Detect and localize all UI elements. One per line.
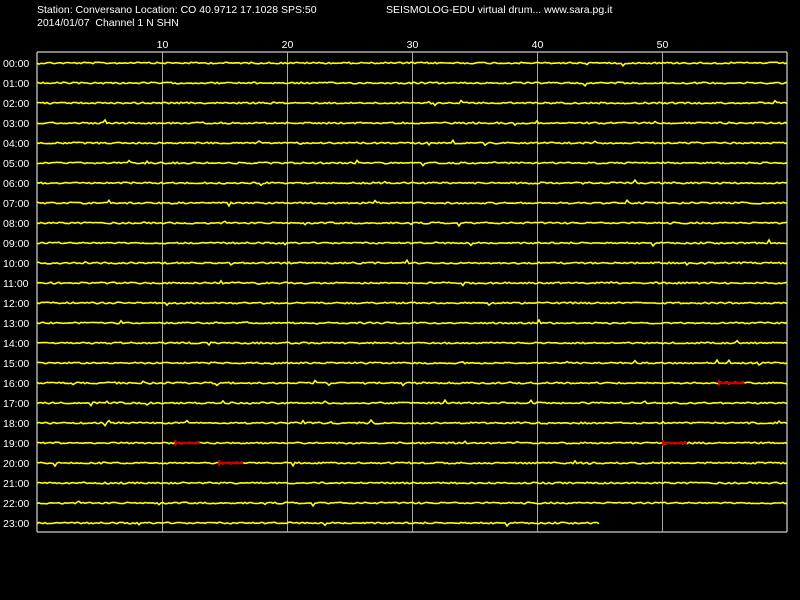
hour-label: 04:00	[3, 138, 29, 150]
hour-label: 20:00	[3, 458, 29, 470]
hour-label: 15:00	[3, 358, 29, 370]
hour-label: 17:00	[3, 398, 29, 410]
seismic-trace	[36, 301, 788, 307]
hour-label: 22:00	[3, 498, 29, 510]
seismic-trace	[36, 339, 788, 347]
seismic-trace	[36, 318, 788, 325]
hour-label: 05:00	[3, 158, 29, 170]
hour-label: 10:00	[3, 258, 29, 270]
seismic-trace	[36, 198, 788, 208]
seismic-trace	[36, 459, 788, 468]
seismic-trace	[36, 500, 788, 508]
date-channel-info: 2014/01/07 Channel 1 N SHN	[37, 17, 179, 29]
hour-label: 00:00	[3, 58, 29, 70]
seismic-trace	[36, 238, 788, 248]
seismic-trace	[36, 81, 788, 87]
seismic-trace	[36, 481, 788, 485]
hour-label: 02:00	[3, 98, 29, 110]
seismic-trace	[36, 521, 600, 528]
hour-label: 08:00	[3, 218, 29, 230]
minute-tick-label: 10	[157, 39, 169, 51]
hour-label: 13:00	[3, 318, 29, 330]
seismic-trace	[36, 178, 788, 187]
seismic-trace	[36, 220, 788, 228]
hour-label: 11:00	[3, 278, 29, 290]
seismic-trace	[36, 61, 788, 68]
minute-tick-label: 50	[657, 39, 669, 51]
seismic-trace	[36, 379, 788, 387]
seismic-trace	[36, 118, 788, 127]
seismic-trace	[36, 258, 788, 267]
app-title: SEISMOLOG-EDU virtual drum... www.sara.p…	[386, 4, 613, 16]
minute-tick-label: 30	[407, 39, 419, 51]
hour-label: 12:00	[3, 298, 29, 310]
seismic-trace	[36, 398, 788, 408]
hour-label: 03:00	[3, 118, 29, 130]
seismic-trace	[36, 99, 788, 107]
minute-tick-label: 20	[282, 39, 294, 51]
seismic-trace	[37, 358, 788, 367]
hour-label: 07:00	[3, 198, 29, 210]
hour-label: 09:00	[3, 238, 29, 250]
minute-tick-label: 40	[532, 39, 544, 51]
hour-label: 23:00	[3, 518, 29, 530]
seismic-trace	[36, 418, 788, 428]
hour-label: 01:00	[3, 78, 29, 90]
seismic-trace	[36, 279, 788, 287]
hour-label: 21:00	[3, 478, 29, 490]
seismic-trace	[36, 159, 788, 167]
hour-label: 19:00	[3, 438, 29, 450]
seismic-trace	[36, 138, 788, 147]
hour-label: 16:00	[3, 378, 29, 390]
hour-label: 06:00	[3, 178, 29, 190]
hour-label: 14:00	[3, 338, 29, 350]
station-info: Station: Conversano Location: CO 40.9712…	[37, 4, 317, 16]
hour-label: 18:00	[3, 418, 29, 430]
